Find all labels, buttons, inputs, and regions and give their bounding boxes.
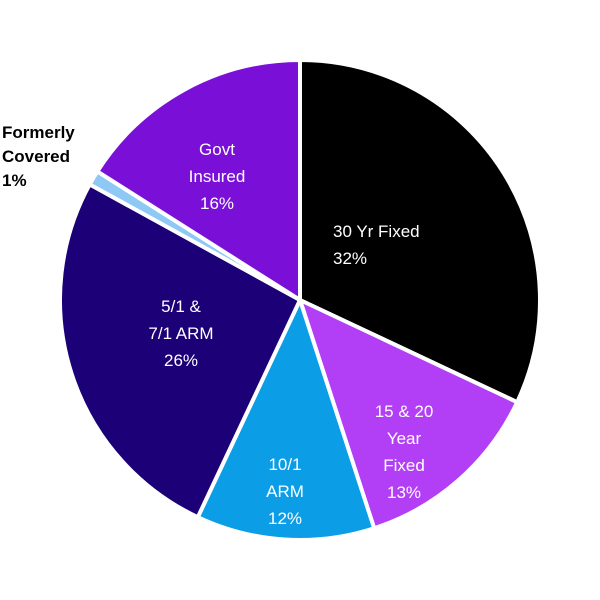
slice-value-label: 13% <box>387 483 421 502</box>
slice-name-line: Govt <box>199 140 235 159</box>
pie-slice-1 <box>296 296 520 531</box>
slice-name-line: Formerly <box>2 123 75 142</box>
slice-name-line: 10/1 <box>268 455 301 474</box>
pie-labels: 30 Yr Fixed 32% 15 & 20 Year Fixed 13% 10/1 ARM… <box>2 123 433 528</box>
slice-name-line: ARM <box>266 482 304 501</box>
slice-label-4: Formerly Covered 1% <box>2 123 75 190</box>
slice-name-line: Insured <box>189 167 246 186</box>
pie-slices <box>58 57 542 542</box>
slice-name-line: Fixed <box>383 456 425 475</box>
slice-label-5: Govt Insured 16% <box>189 140 246 213</box>
slice-name-line: Year <box>387 429 422 448</box>
pie-slice-5 <box>94 57 302 304</box>
slice-label-3: 5/1 & 7/1 ARM 26% <box>148 297 213 370</box>
pie-slice-2 <box>195 294 377 542</box>
slice-label-2: 10/1 ARM 12% <box>266 455 304 528</box>
slice-name-line: Covered <box>2 147 70 166</box>
slice-name-line: 30 Yr Fixed <box>333 222 420 241</box>
slice-value-label: 16% <box>200 194 234 213</box>
slice-label-1: 15 & 20 Year Fixed 13% <box>375 402 434 502</box>
slice-value-label: 26% <box>164 351 198 370</box>
slice-value-label: 32% <box>333 249 367 268</box>
slice-value-label: 1% <box>2 171 27 190</box>
pie-slice-0 <box>298 57 542 405</box>
slice-value-label: 12% <box>268 509 302 528</box>
slice-name-line: 7/1 ARM <box>148 324 213 343</box>
slice-label-0: 30 Yr Fixed 32% <box>333 222 420 268</box>
slice-name-line: 15 & 20 <box>375 402 434 421</box>
slice-name-line: 5/1 & <box>161 297 201 316</box>
